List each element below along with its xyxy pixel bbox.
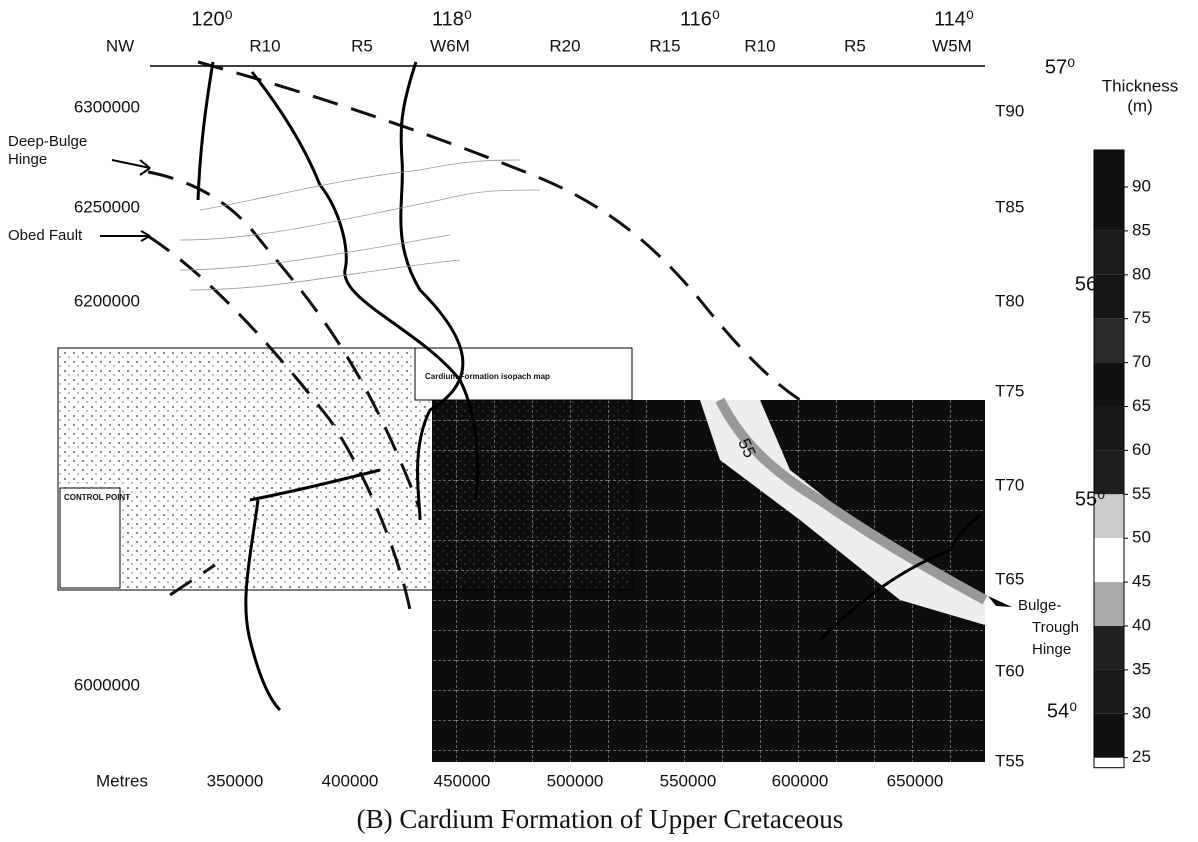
township-label: T65 — [995, 569, 1024, 588]
legend-title: (m) — [1127, 96, 1152, 115]
easting-label: 450000 — [434, 771, 491, 790]
township-label: T75 — [995, 381, 1024, 400]
township-label: T80 — [995, 291, 1024, 310]
township-label: T85 — [995, 197, 1024, 216]
legend-value: 25 — [1132, 747, 1151, 766]
legend-value: 65 — [1132, 396, 1151, 415]
inset-title: Cardium Formation isopach map — [425, 372, 550, 381]
range-label: W6M — [430, 36, 470, 55]
annotation: Deep-Bulge — [8, 133, 87, 150]
longitude-label: 114⁰ — [934, 8, 974, 30]
longitude-label: 120⁰ — [191, 8, 232, 30]
range-label: W5M — [932, 36, 972, 55]
legend-band — [1094, 538, 1124, 582]
northing-label: 6000000 — [74, 675, 140, 694]
annotation: Hinge — [1032, 641, 1071, 658]
legend-value: 55 — [1132, 484, 1151, 503]
range-label: R15 — [649, 36, 680, 55]
legend-band — [1094, 714, 1124, 758]
inset-control-point: CONTROL POINT — [64, 493, 130, 502]
legend-value: 80 — [1132, 264, 1151, 283]
annotation: Bulge- — [1018, 597, 1061, 614]
legend-band — [1094, 582, 1124, 626]
northing-label: 6300000 — [74, 97, 140, 116]
legend-band — [1094, 150, 1124, 187]
legend-value: 50 — [1132, 528, 1151, 547]
latitude-label: 57⁰ — [1045, 56, 1075, 78]
easting-label: 500000 — [547, 771, 604, 790]
legend-value: 45 — [1132, 572, 1151, 591]
legend-value: 85 — [1132, 220, 1151, 239]
northing-label: 6200000 — [74, 291, 140, 310]
legend: 90 85 80 75 70 65 60 55 50 45 40 35 30 25 — [1094, 150, 1151, 768]
caption: (B) Cardium Formation of Upper Cretaceou… — [357, 804, 844, 834]
longitude-label: 116⁰ — [680, 8, 720, 30]
easting-label: 600000 — [772, 771, 829, 790]
legend-value: 30 — [1132, 703, 1151, 722]
arrow-deep-bulge — [112, 160, 150, 175]
annotation: Trough — [1032, 619, 1079, 636]
annotation: Hinge — [8, 151, 47, 168]
legend-band — [1094, 187, 1124, 231]
legend-band — [1094, 319, 1124, 363]
legend-value: 35 — [1132, 659, 1151, 678]
legend-band — [1094, 407, 1124, 451]
northing-label: 6250000 — [74, 197, 140, 216]
legend-value: 90 — [1132, 176, 1151, 195]
longitude-label: 118⁰ — [432, 8, 472, 30]
easting-label: 400000 — [322, 771, 379, 790]
annotation: Obed Fault — [8, 227, 83, 244]
legend-value: 60 — [1132, 440, 1151, 459]
legend-value: 75 — [1132, 308, 1151, 327]
range-label: R10 — [744, 36, 775, 55]
legend-band — [1094, 363, 1124, 407]
legend-title: Thickness — [1102, 76, 1179, 95]
range-label: R10 — [249, 36, 280, 55]
arrow-bulge-trough — [988, 596, 1012, 607]
latitude-label: 55⁰ — [1075, 488, 1105, 510]
easting-label: 350000 — [207, 771, 264, 790]
township-label: T90 — [995, 101, 1024, 120]
map-figure: Cardium Formation isopach map CONTROL PO… — [0, 0, 1198, 842]
legend-band — [1094, 231, 1124, 275]
legend-value: 70 — [1132, 352, 1151, 371]
township-label: T55 — [995, 751, 1024, 770]
legend-band — [1094, 626, 1124, 670]
easting-label: 550000 — [660, 771, 717, 790]
township-label: T60 — [995, 661, 1024, 680]
range-label: NW — [106, 36, 134, 55]
contour-hatching — [180, 160, 540, 290]
legend-value: 40 — [1132, 615, 1151, 634]
township-label: T70 — [995, 475, 1024, 494]
x-axis-label: Metres — [96, 771, 148, 790]
range-label: R5 — [844, 36, 866, 55]
inset-scale-box — [60, 488, 120, 588]
range-label: R20 — [549, 36, 580, 55]
latitude-label: 54⁰ — [1047, 700, 1077, 722]
easting-label: 650000 — [887, 771, 944, 790]
range-label: R5 — [351, 36, 373, 55]
legend-band — [1094, 670, 1124, 714]
latitude-label: 56⁰ — [1075, 273, 1105, 295]
arrow-obed — [100, 231, 150, 241]
map-body: Cardium Formation isopach map CONTROL PO… — [58, 62, 1012, 762]
